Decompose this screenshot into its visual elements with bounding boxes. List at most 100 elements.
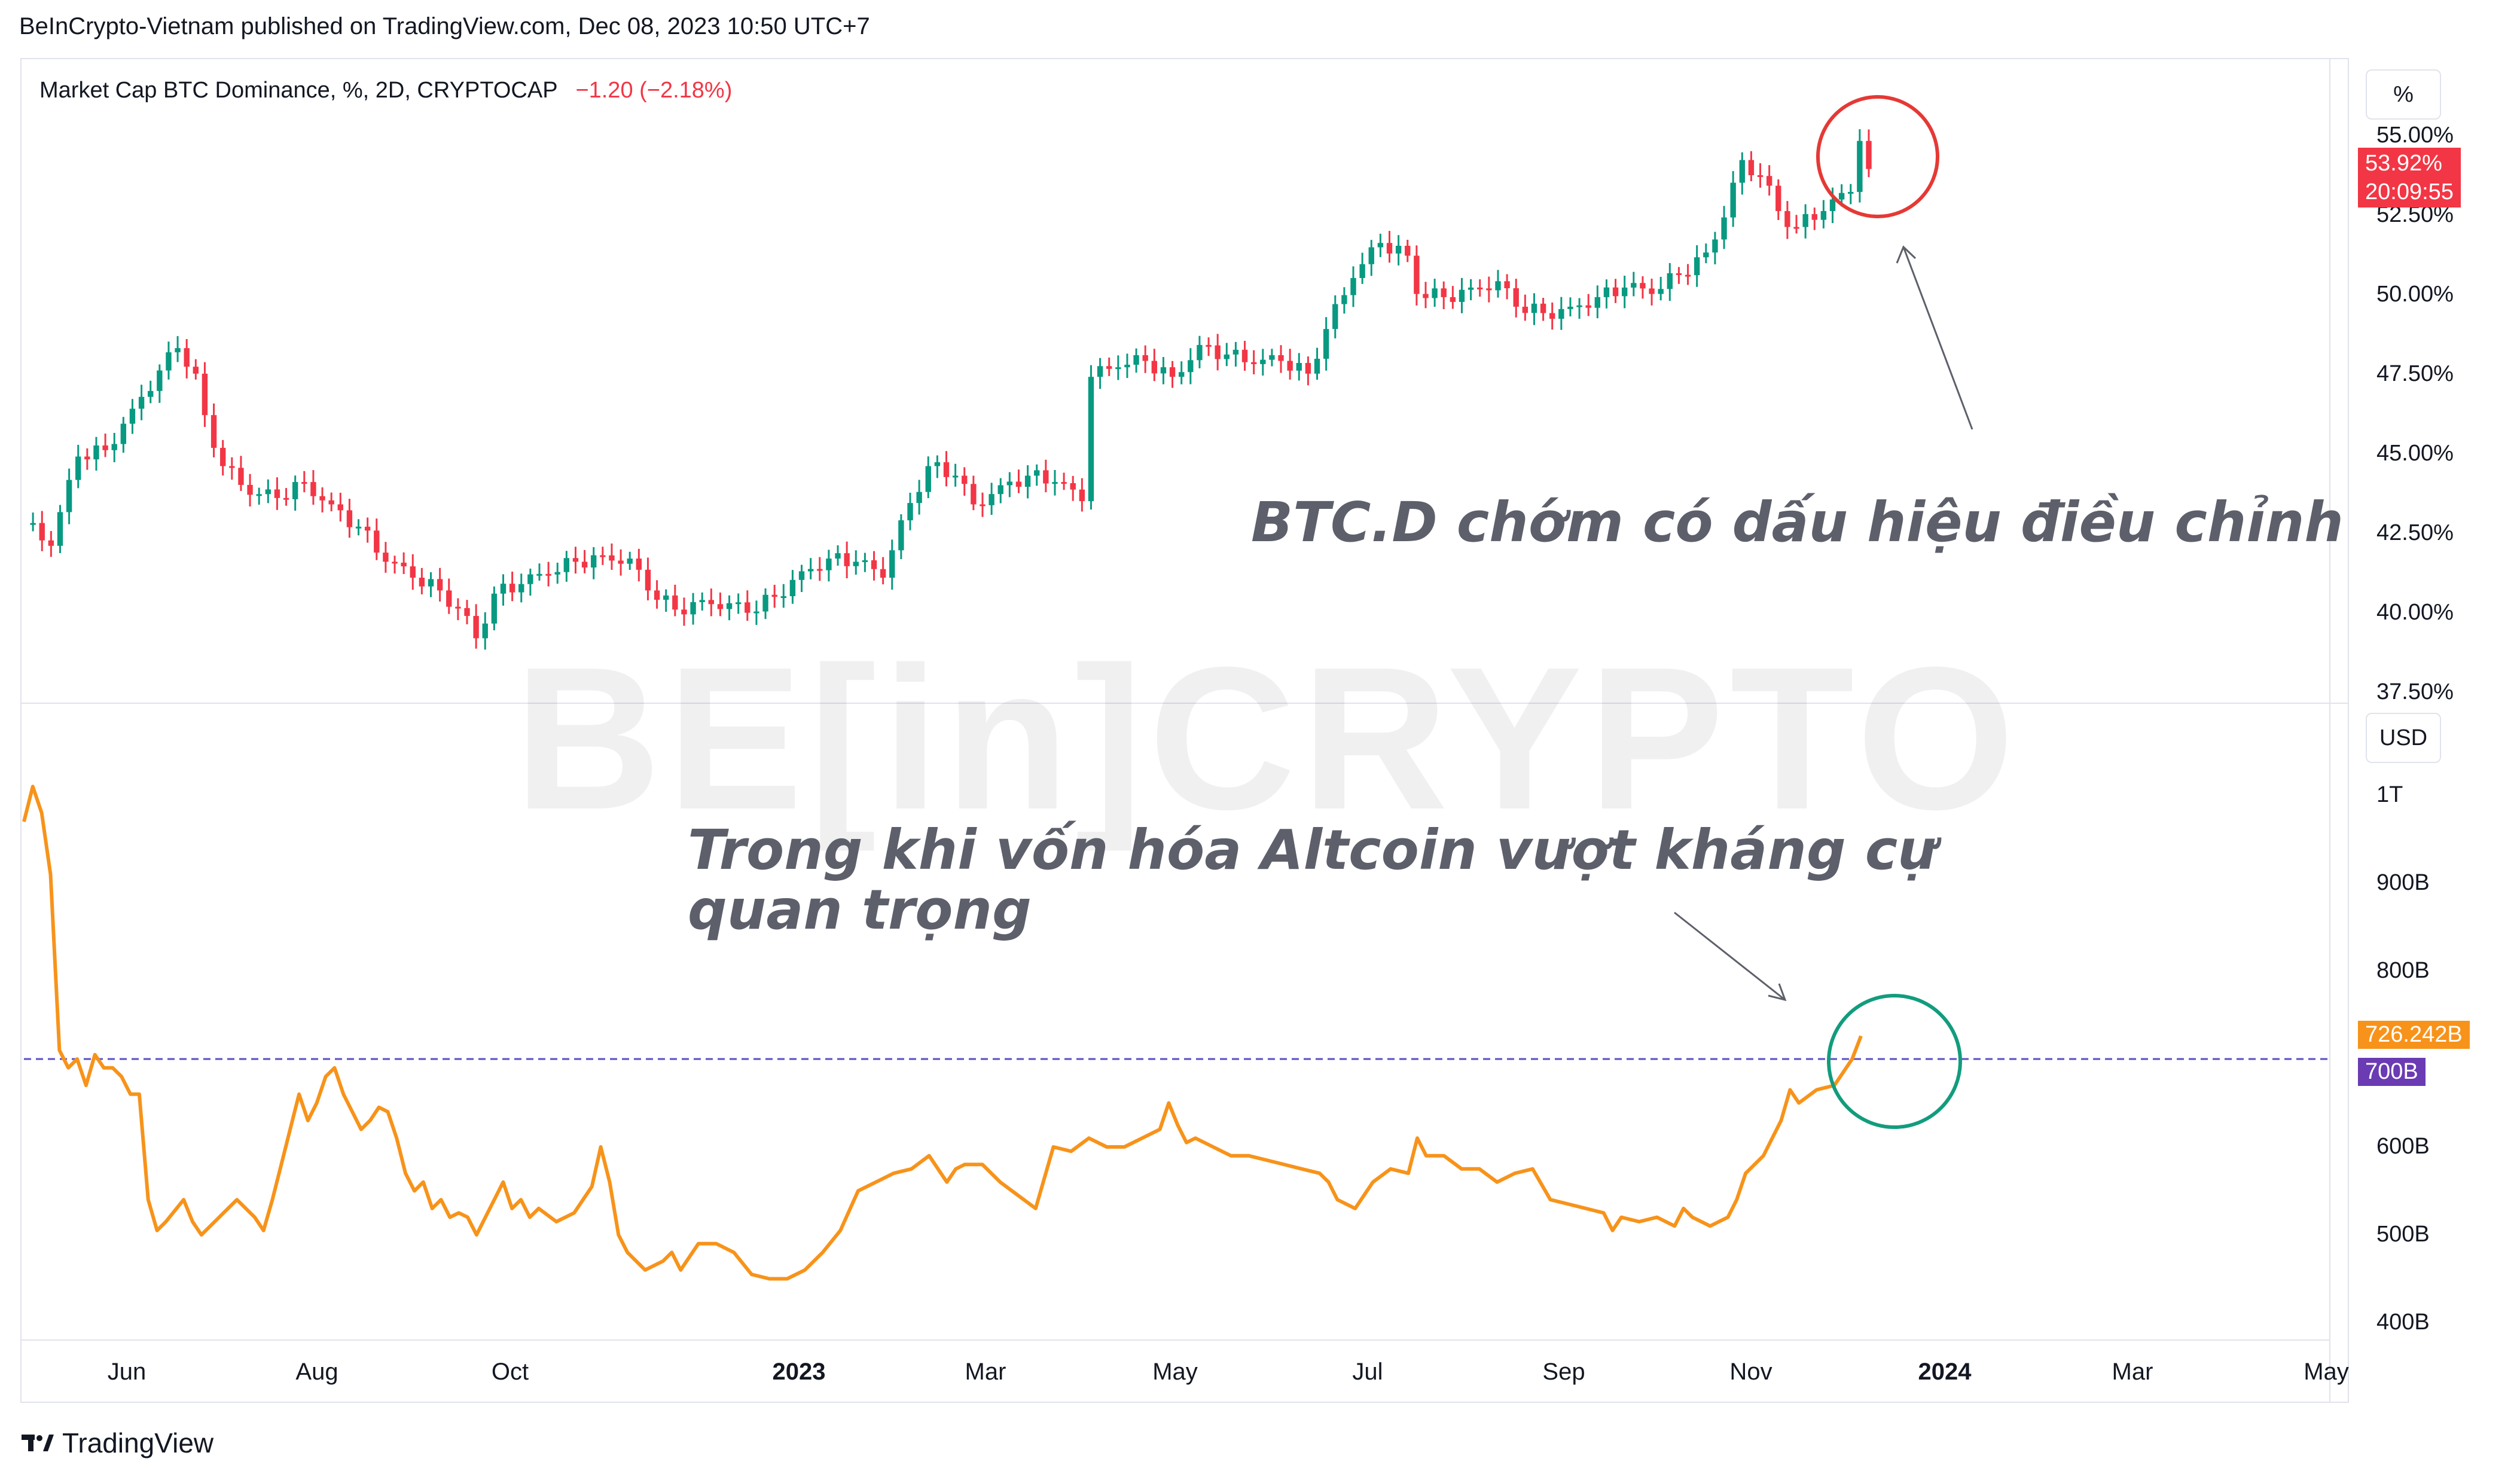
- candle-body[interactable]: [437, 579, 443, 591]
- candle-body[interactable]: [591, 555, 597, 568]
- candle-body[interactable]: [600, 555, 606, 557]
- btcd-highlight-circle[interactable]: [1816, 95, 1939, 218]
- candle-body[interactable]: [1459, 289, 1465, 302]
- candle-body[interactable]: [1504, 281, 1510, 288]
- candle-body[interactable]: [129, 408, 136, 424]
- candle-body[interactable]: [1730, 182, 1736, 218]
- candle-body[interactable]: [1685, 274, 1691, 277]
- candle-body[interactable]: [1766, 176, 1772, 186]
- candle-body[interactable]: [39, 523, 45, 541]
- candle-body[interactable]: [527, 574, 533, 584]
- candle-body[interactable]: [645, 569, 651, 591]
- candle-body[interactable]: [853, 562, 859, 566]
- candle-body[interactable]: [1540, 303, 1546, 313]
- candle-body[interactable]: [1721, 217, 1727, 240]
- candle-body[interactable]: [292, 482, 298, 499]
- candle-body[interactable]: [256, 494, 262, 496]
- candle-body[interactable]: [1088, 377, 1094, 502]
- btcd-arrow[interactable]: [1896, 245, 1973, 430]
- candle-body[interactable]: [1106, 366, 1112, 369]
- candle-body[interactable]: [1206, 344, 1212, 347]
- candle-body[interactable]: [1748, 160, 1755, 175]
- candle-body[interactable]: [175, 348, 181, 353]
- candle-body[interactable]: [581, 562, 588, 568]
- candle-body[interactable]: [1784, 210, 1790, 227]
- altcoin-highlight-circle[interactable]: [1827, 994, 1962, 1129]
- candle-body[interactable]: [500, 584, 507, 594]
- candle-body[interactable]: [807, 569, 814, 572]
- candle-body[interactable]: [1838, 193, 1845, 200]
- candle-body[interactable]: [1477, 287, 1483, 289]
- candle-body[interactable]: [780, 596, 786, 599]
- candle-body[interactable]: [1802, 214, 1808, 227]
- candle-body[interactable]: [835, 553, 841, 559]
- candle-body[interactable]: [138, 396, 145, 409]
- candle-body[interactable]: [1594, 297, 1601, 308]
- candle-body[interactable]: [111, 444, 117, 450]
- candle-body[interactable]: [1133, 355, 1139, 365]
- candle-body[interactable]: [880, 569, 886, 578]
- candle-body[interactable]: [57, 512, 63, 546]
- candle-body[interactable]: [1341, 295, 1347, 304]
- candle-body[interactable]: [1305, 362, 1311, 374]
- candle-body[interactable]: [48, 540, 54, 546]
- candle-body[interactable]: [1332, 304, 1338, 329]
- candle-body[interactable]: [265, 489, 271, 495]
- candle-body[interactable]: [1034, 470, 1040, 476]
- candle-body[interactable]: [536, 573, 542, 576]
- candle-body[interactable]: [238, 468, 244, 485]
- candle-body[interactable]: [1097, 366, 1103, 377]
- candle-body[interactable]: [1866, 141, 1872, 169]
- candle-body[interactable]: [699, 600, 705, 602]
- candle-body[interactable]: [1739, 160, 1745, 183]
- candle-body[interactable]: [1612, 287, 1619, 297]
- candle-body[interactable]: [1278, 355, 1284, 361]
- candle-body[interactable]: [1169, 367, 1176, 377]
- candle-body[interactable]: [383, 553, 389, 562]
- candle-body[interactable]: [1061, 482, 1067, 484]
- candle-body[interactable]: [1043, 470, 1049, 484]
- candle-body[interactable]: [1377, 243, 1384, 248]
- candle-body[interactable]: [518, 584, 524, 593]
- candle-body[interactable]: [980, 504, 986, 506]
- candle-body[interactable]: [1775, 185, 1781, 211]
- candle-body[interactable]: [962, 475, 968, 484]
- candle-body[interactable]: [1432, 288, 1438, 298]
- candle-body[interactable]: [735, 602, 742, 605]
- candle-body[interactable]: [310, 482, 316, 496]
- candle-body[interactable]: [1667, 273, 1673, 289]
- candle-body[interactable]: [826, 559, 832, 570]
- candle-body[interactable]: [1015, 481, 1022, 487]
- candle-body[interactable]: [337, 504, 343, 511]
- candle-body[interactable]: [473, 616, 479, 639]
- candle-body[interactable]: [898, 520, 904, 551]
- candle-body[interactable]: [690, 602, 696, 615]
- candle-body[interactable]: [771, 594, 777, 597]
- candle-body[interactable]: [428, 579, 434, 587]
- candle-body[interactable]: [166, 352, 172, 371]
- candle-body[interactable]: [554, 572, 560, 575]
- candle-body[interactable]: [1649, 288, 1655, 294]
- candle-body[interactable]: [563, 558, 570, 572]
- candle-body[interactable]: [1558, 309, 1564, 319]
- candle-body[interactable]: [75, 456, 81, 480]
- candle-body[interactable]: [1070, 483, 1076, 490]
- candle-body[interactable]: [1676, 273, 1682, 275]
- candle-body[interactable]: [364, 526, 371, 531]
- usd-unit-button[interactable]: USD: [2366, 713, 2441, 763]
- candle-body[interactable]: [618, 560, 624, 564]
- candle-body[interactable]: [726, 603, 733, 609]
- candle-body[interactable]: [1694, 257, 1700, 276]
- candle-body[interactable]: [184, 348, 190, 367]
- candle-body[interactable]: [1260, 359, 1266, 364]
- tradingview-footer[interactable]: TradingView: [22, 1427, 213, 1459]
- candle-body[interactable]: [202, 373, 208, 416]
- candle-body[interactable]: [1603, 287, 1610, 297]
- candle-body[interactable]: [762, 594, 768, 612]
- candle-body[interactable]: [1124, 364, 1130, 368]
- candle-body[interactable]: [545, 573, 551, 576]
- btcd-annotation[interactable]: BTC.D chớm có dấu hiệu điều chỉnh: [1251, 490, 2344, 554]
- candle-body[interactable]: [1441, 288, 1447, 297]
- candle-body[interactable]: [1522, 306, 1529, 313]
- candle-body[interactable]: [1848, 191, 1854, 194]
